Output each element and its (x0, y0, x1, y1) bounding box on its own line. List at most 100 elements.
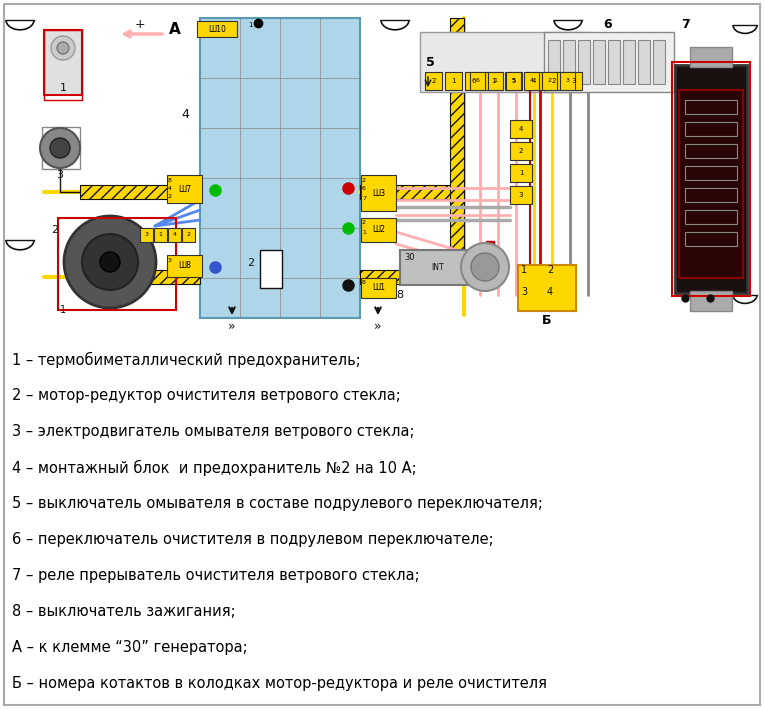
Bar (260, 250, 282, 288)
Bar (685, 188, 737, 202)
Bar (167, 175, 202, 203)
Text: Ш1: Ш1 (372, 284, 385, 293)
Text: 4: 4 (531, 78, 536, 84)
Text: 7: 7 (681, 18, 689, 31)
Text: 2: 2 (362, 220, 366, 225)
Bar (488, 72, 503, 90)
Text: 2: 2 (51, 225, 59, 235)
Text: Б – номера котактов в колодках мотор-редуктора и реле очистителя: Б – номера котактов в колодках мотор-ред… (12, 676, 547, 691)
Text: 5 – выключатель омывателя в составе подрулевого переключателя;: 5 – выключатель омывателя в составе подр… (12, 496, 543, 511)
Text: 2: 2 (186, 233, 190, 238)
Bar (400, 250, 470, 285)
Circle shape (50, 138, 70, 158)
Bar (685, 122, 737, 136)
Bar (445, 72, 462, 90)
Bar (593, 40, 605, 84)
Bar (42, 127, 80, 169)
Text: 5: 5 (511, 78, 516, 84)
Text: 1: 1 (494, 79, 497, 84)
Bar (675, 65, 747, 293)
Bar (690, 47, 732, 67)
Bar (140, 228, 153, 242)
Bar (168, 228, 181, 242)
Bar (510, 120, 532, 138)
Bar (578, 40, 590, 84)
Text: 3 – электродвигатель омывателя ветрового стекла;: 3 – электродвигатель омывателя ветрового… (12, 424, 415, 439)
Text: 4 – монтажный блок  и предохранитель №2 на 10 А;: 4 – монтажный блок и предохранитель №2 н… (12, 460, 416, 476)
Text: А – к клемме “30” генератора;: А – к клемме “30” генератора; (12, 640, 248, 655)
Text: 8: 8 (168, 177, 172, 182)
Text: 1 – термобиметаллический предохранитель;: 1 – термобиметаллический предохранитель; (12, 352, 361, 368)
Bar (182, 228, 195, 242)
Text: 6: 6 (471, 78, 476, 84)
Text: 8 – выключатель зажигания;: 8 – выключатель зажигания; (12, 604, 235, 619)
Text: 8: 8 (397, 290, 403, 300)
Bar (623, 40, 635, 84)
Text: 5: 5 (512, 79, 516, 84)
Text: Ш8: Ш8 (178, 262, 191, 271)
Bar (80, 270, 200, 284)
Text: 2 – мотор-редуктор очистителя ветрового стекла;: 2 – мотор-редуктор очистителя ветрового … (12, 388, 401, 403)
Bar (685, 210, 737, 224)
Circle shape (40, 128, 80, 168)
Text: 2: 2 (552, 78, 555, 84)
Bar (420, 32, 590, 92)
Bar (685, 166, 737, 180)
Text: 1: 1 (60, 305, 66, 315)
Text: 2: 2 (248, 258, 254, 268)
Text: 3: 3 (144, 233, 148, 238)
Bar (685, 100, 737, 114)
Text: 2: 2 (519, 148, 523, 154)
Text: 4: 4 (519, 126, 523, 132)
Circle shape (64, 216, 156, 308)
Text: 2: 2 (362, 177, 366, 182)
Text: »: » (374, 320, 382, 333)
Bar (361, 278, 396, 298)
Text: 7: 7 (362, 196, 366, 201)
Bar (485, 72, 502, 90)
Bar (560, 72, 575, 90)
Text: 6: 6 (475, 79, 480, 84)
Bar (685, 232, 737, 246)
Bar (80, 185, 200, 199)
Text: 6: 6 (604, 18, 612, 31)
Bar (672, 62, 750, 296)
Text: Ш7: Ш7 (178, 184, 191, 194)
Text: 3: 3 (521, 287, 527, 297)
Text: +: + (134, 18, 145, 31)
Text: 6: 6 (362, 186, 366, 191)
Bar (361, 175, 396, 211)
Text: 1: 1 (248, 22, 252, 28)
Text: 8: 8 (362, 281, 366, 286)
Bar (679, 90, 743, 278)
Text: А: А (169, 23, 181, 38)
Bar (653, 40, 665, 84)
Bar (197, 21, 237, 37)
Bar (608, 40, 620, 84)
Bar (544, 32, 674, 92)
Bar (361, 218, 396, 242)
Bar (506, 72, 521, 90)
Bar (545, 72, 562, 90)
Circle shape (82, 234, 138, 290)
Bar (360, 185, 450, 199)
Bar (690, 291, 732, 311)
Bar (200, 18, 360, 318)
Text: 4: 4 (529, 79, 533, 84)
Text: 3: 3 (168, 257, 172, 262)
Text: 6 – переключатель очистителя в подрулевом переключателе;: 6 – переключатель очистителя в подрулево… (12, 532, 494, 547)
Bar (524, 72, 539, 90)
Circle shape (461, 243, 509, 291)
Text: 1: 1 (60, 83, 66, 93)
Text: 2: 2 (547, 265, 553, 275)
Bar (565, 72, 582, 90)
Text: 3: 3 (571, 78, 576, 84)
Circle shape (51, 36, 75, 60)
Bar (525, 72, 542, 90)
Text: 3: 3 (57, 170, 63, 180)
Bar (548, 40, 560, 84)
Circle shape (57, 42, 69, 54)
Text: 2: 2 (432, 78, 435, 84)
Text: 3: 3 (519, 192, 523, 198)
Text: 1: 1 (452, 78, 456, 84)
